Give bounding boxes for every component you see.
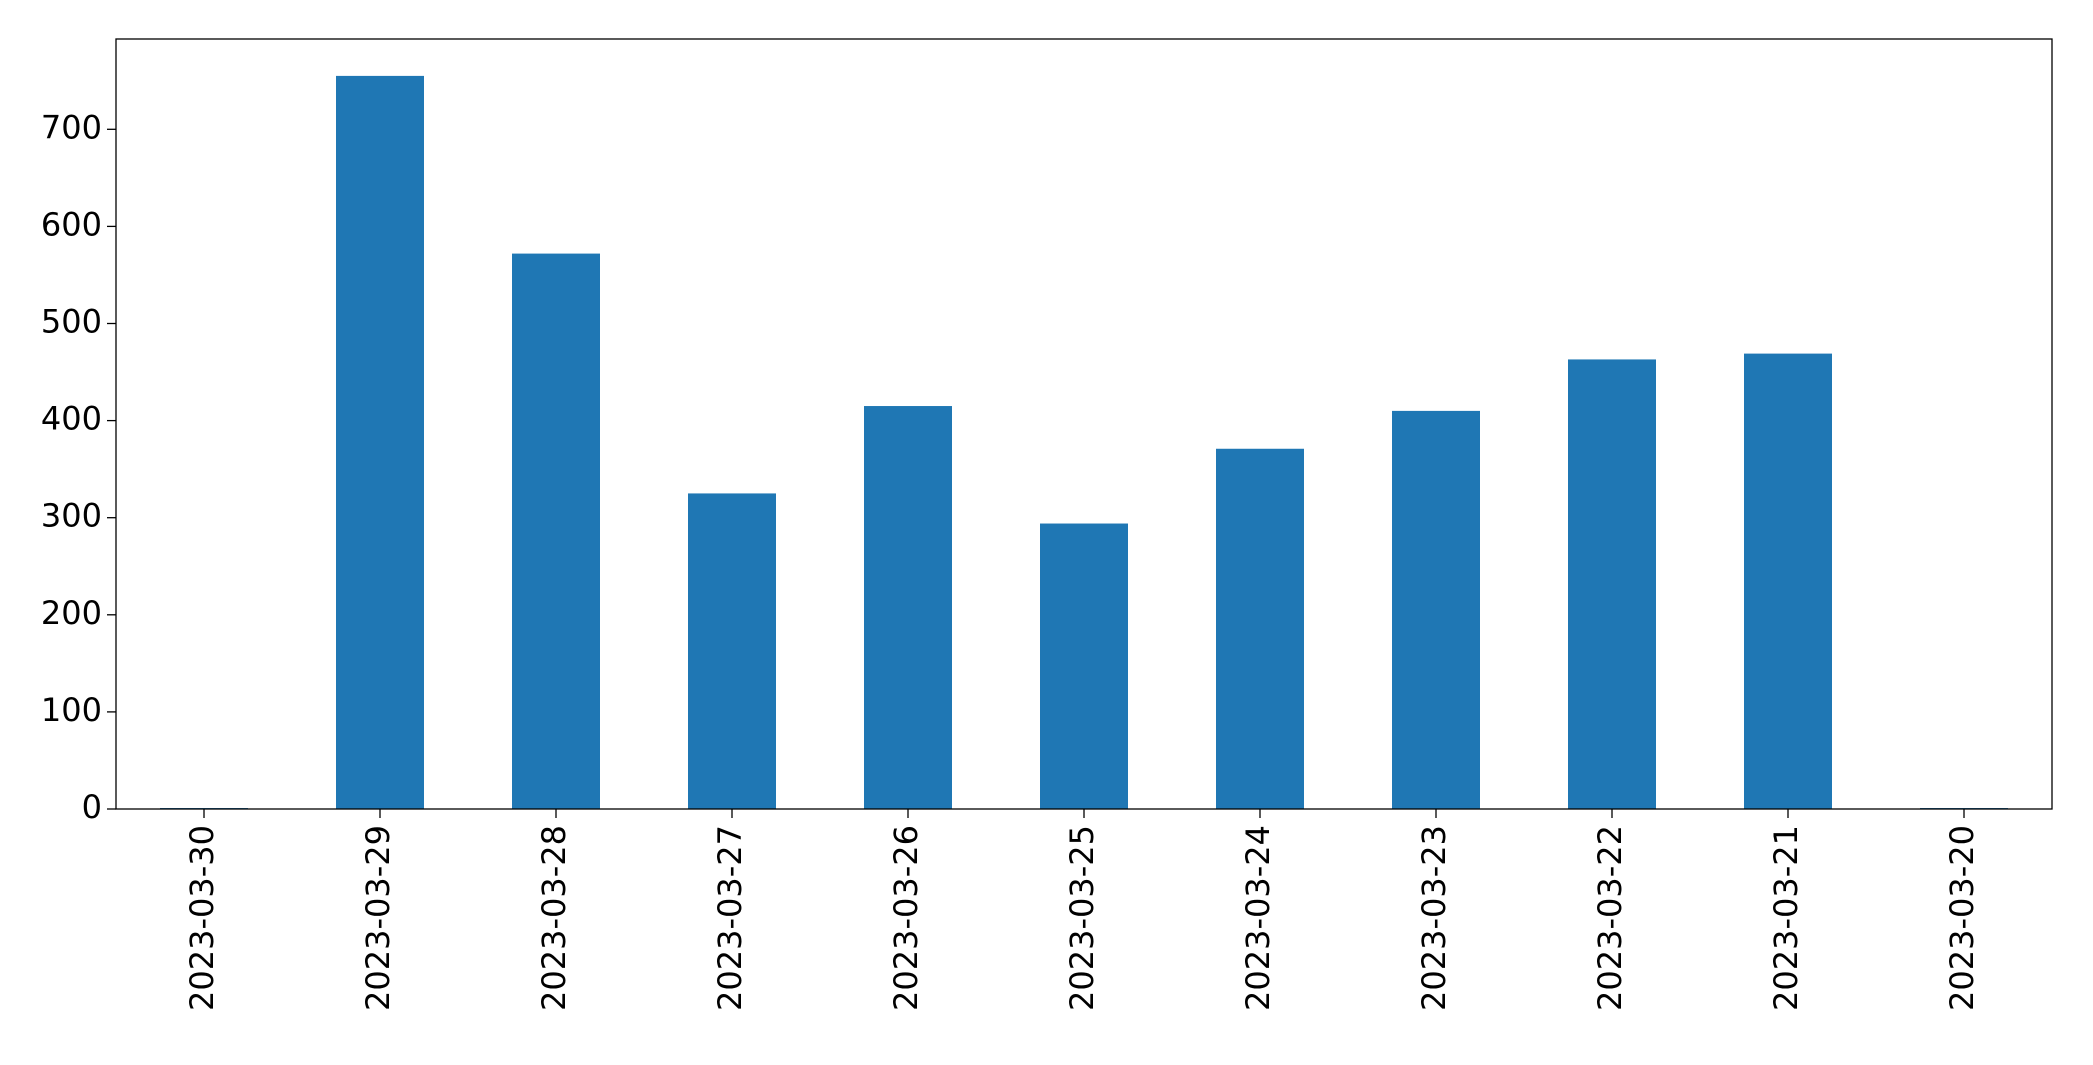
bar [1392,410,1480,809]
y-tick-label: 600 [41,205,102,243]
bar [1216,448,1304,809]
bar [1040,523,1128,809]
y-tick-label: 0 [82,788,102,826]
y-tick-label: 500 [41,303,102,341]
bar [864,406,952,809]
x-tick-label: 2023-03-23 [1415,825,1453,1011]
x-tick-label: 2023-03-24 [1239,825,1277,1011]
x-tick-label: 2023-03-26 [887,825,925,1011]
x-tick-label: 2023-03-22 [1591,825,1629,1011]
x-tick-label: 2023-03-28 [535,825,573,1011]
x-tick-label: 2023-03-25 [1063,825,1101,1011]
y-tick-label: 100 [41,691,102,729]
bar [512,253,600,810]
bar [688,493,776,809]
y-tick-label: 300 [41,497,102,535]
x-tick-label: 2023-03-30 [183,825,221,1011]
x-tick-label: 2023-03-27 [711,825,749,1011]
x-tick-label: 2023-03-21 [1767,825,1805,1011]
y-tick-label: 400 [41,400,102,438]
x-tick-label: 2023-03-20 [1943,825,1981,1011]
y-tick-label: 700 [41,108,102,146]
bar [1568,359,1656,809]
x-tick-label: 2023-03-29 [359,825,397,1011]
bar [336,75,424,810]
bar [1744,353,1832,809]
y-tick-label: 200 [41,594,102,632]
